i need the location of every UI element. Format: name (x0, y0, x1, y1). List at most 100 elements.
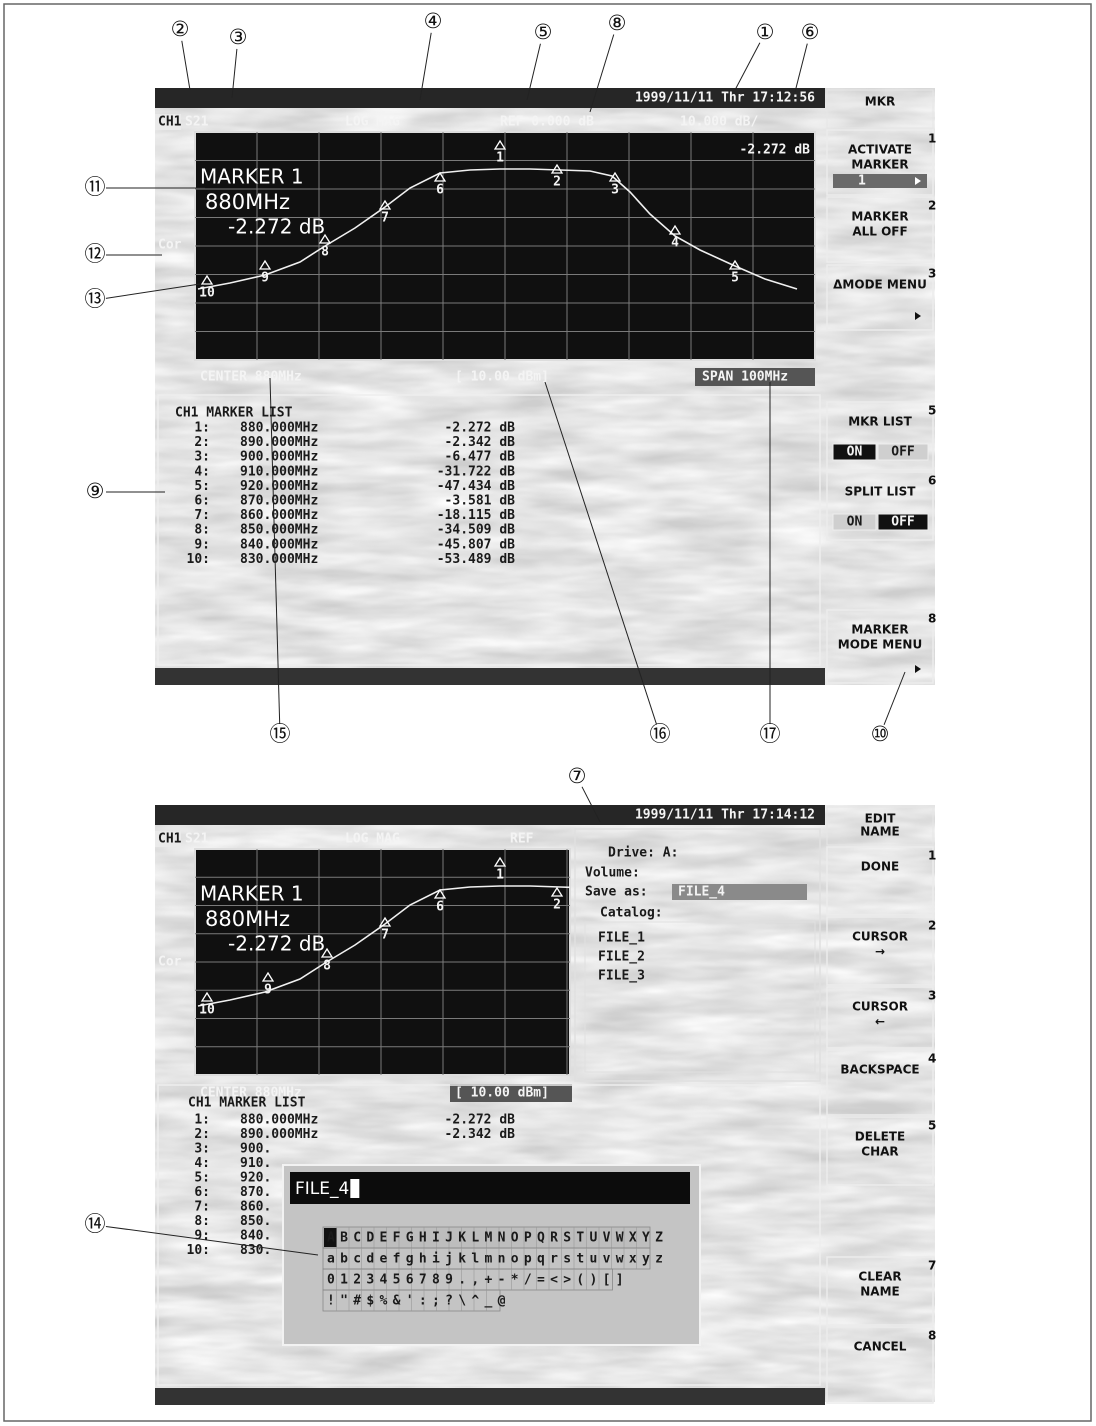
center-frequency: CENTER 880MHz (200, 1086, 302, 1101)
center-frequency: CENTER 880MHz (200, 370, 302, 385)
file-panel (574, 828, 821, 1082)
row-value: -31.722 dB (437, 464, 515, 479)
softkey-number: 8 (928, 612, 936, 626)
callout-leader (231, 48, 238, 99)
row-frequency: 900. (240, 1142, 271, 1157)
softkey[interactable] (826, 471, 934, 541)
softkey-option-box[interactable] (877, 443, 929, 461)
softkey[interactable] (826, 916, 934, 986)
softkey-number: 7 (928, 1259, 936, 1273)
scale: 10.000 dB/ (680, 115, 758, 130)
softkey[interactable] (826, 401, 934, 471)
format: LOG MAG (345, 832, 400, 847)
softkey[interactable] (826, 609, 934, 684)
row-index: 1: (194, 1113, 210, 1128)
marker-triangle (550, 163, 564, 174)
marker-label: 7 (381, 928, 389, 943)
softkey[interactable] (826, 986, 934, 1049)
catalog-file[interactable]: FILE_2 (598, 950, 645, 965)
row-index: 7: (194, 508, 210, 523)
softkey-label: ACTIVATE (848, 143, 912, 157)
softkey[interactable] (826, 1326, 934, 1404)
marker-label: 8 (323, 959, 331, 974)
row-value: -2.342 dB (445, 1127, 516, 1142)
softkey-label: MODE MENU (838, 638, 922, 652)
row-value: -18.115 dB (437, 508, 515, 523)
callout-leader (105, 1225, 319, 1256)
marker-triangle (200, 274, 214, 285)
power: [ 10.00 dBm] (455, 1086, 549, 1101)
callout-leader (105, 283, 201, 299)
trace-group (197, 885, 570, 1007)
softkey-option-box[interactable] (877, 513, 929, 531)
marker-label: 6 (436, 183, 444, 198)
marker-list-title: CH1 MARKER LIST (175, 406, 293, 421)
character-row[interactable]: !"#$%&':;?\^_@ (327, 1294, 511, 1309)
marker-triangle (728, 259, 742, 270)
row-index: 9: (194, 1229, 210, 1244)
softkey-number: 1 (928, 132, 936, 146)
softkey-title-box (826, 806, 934, 846)
softkey[interactable] (826, 1116, 934, 1186)
callout-leader (526, 43, 541, 101)
softkey-option: ON (847, 515, 863, 530)
row-frequency: 910.000MHz (240, 464, 318, 479)
row-index: 2: (194, 435, 210, 450)
row-frequency: 880.000MHz (240, 421, 318, 436)
reference: REF 0.000 dB (500, 115, 594, 130)
softkey[interactable] (826, 846, 934, 916)
marker-list-title: CH1 MARKER LIST (188, 1096, 306, 1111)
softkey-label: MARKER (851, 210, 908, 224)
catalog-file[interactable]: FILE_3 (598, 969, 645, 984)
marker-readout: -2.272 dB (740, 143, 811, 158)
softkey[interactable] (826, 264, 934, 331)
callout-number: ② (171, 17, 190, 41)
callout-number: ⑬ (85, 287, 106, 311)
marker-triangle (258, 259, 272, 270)
callout-number: ⑭ (85, 1212, 106, 1236)
row-index: 8: (194, 523, 210, 538)
softkey-label: DELETE (855, 1130, 905, 1144)
arrow (915, 177, 921, 185)
row-index: 10: (187, 1243, 210, 1258)
character-row[interactable]: 0123456789.,+-*/=<>()[] (327, 1273, 629, 1288)
softkey-option: OFF (891, 515, 915, 530)
softkey[interactable] (826, 1256, 934, 1326)
softkey-label: MARKER (851, 158, 908, 172)
softkey-option: OFF (891, 445, 915, 460)
softkey[interactable] (826, 1049, 934, 1116)
softkey[interactable] (826, 129, 934, 196)
row-frequency: 920. (240, 1171, 271, 1186)
softkey-value-box (833, 174, 927, 188)
softkey-label: CURSOR (852, 930, 908, 944)
catalog-file[interactable]: FILE_1 (598, 931, 645, 946)
callout-leader (734, 42, 761, 91)
marker-title: MARKER 1 (200, 165, 304, 189)
row-frequency: 830.000MHz (240, 552, 318, 567)
marker-triangle (433, 888, 447, 899)
row-value: -3.581 dB (445, 494, 516, 509)
power: [ 10.00 dBm] (455, 370, 549, 385)
marker-triangle (433, 171, 447, 182)
softkey-option-box[interactable] (832, 443, 877, 461)
file-name-box (672, 884, 807, 900)
row-frequency: 880.000MHz (240, 1113, 318, 1128)
row-frequency: 860.000MHz (240, 508, 318, 523)
softkey[interactable] (826, 196, 934, 263)
callout-number: ⑯ (650, 722, 671, 746)
character-row[interactable]: abcdefghijklmnopqrstuvwxyz (327, 1252, 668, 1267)
correction: Cor (158, 238, 182, 253)
bottom-bar (155, 1388, 825, 1405)
softkey-option-box[interactable] (832, 513, 877, 531)
input-text: FILE_4 (295, 1179, 349, 1199)
channel-box (155, 114, 181, 130)
softkey-title: EDIT (865, 812, 897, 826)
softkey-label: → (875, 945, 885, 959)
callout-number: ① (756, 20, 775, 44)
character-row[interactable]: ABCDEFGHIJKLMNOPQRSTUVWXYZ (327, 1231, 668, 1246)
row-index: 4: (194, 1156, 210, 1171)
marker-frequency: 880MHz (205, 907, 290, 931)
marker-triangle (550, 886, 564, 897)
row-index: 3: (194, 450, 210, 465)
row-index: 8: (194, 1214, 210, 1229)
